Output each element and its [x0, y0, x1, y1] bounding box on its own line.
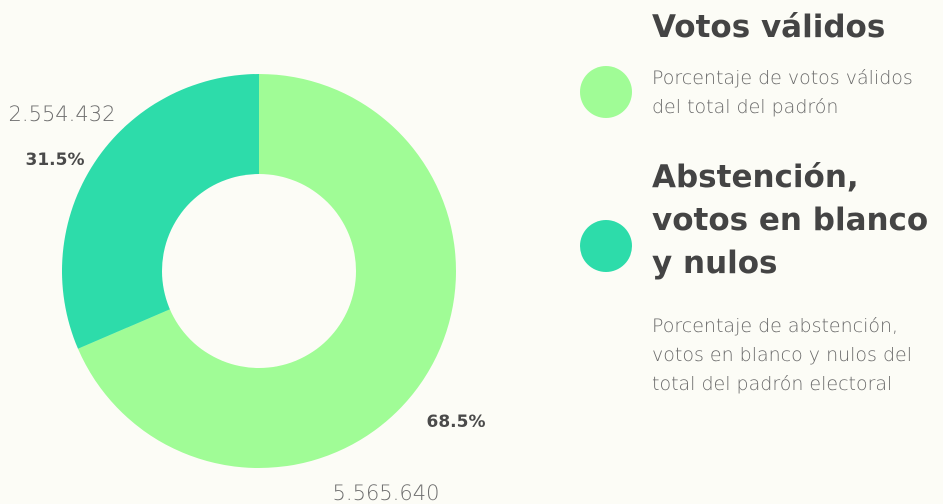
legend-description-votos-validos: Porcentaje de votos válidos del total de…	[652, 67, 913, 118]
slice-value-label-abstencion: 2.554.432	[9, 102, 116, 126]
slice-percent-label-abstencion: 31.5%	[26, 150, 85, 170]
donut-chart: 2.554.432 31.5% 68.5% 5.565.640	[9, 73, 486, 504]
legend-swatch-votos-validos	[580, 66, 632, 118]
donut-hole	[162, 174, 356, 368]
legend-description-abstencion: Porcentaje de abstención, votos en blanc…	[652, 315, 913, 395]
legend-title-abstencion: Abstención, votos en blanco y nulos	[652, 159, 929, 281]
slice-value-label-votos-validos: 5.565.640	[333, 481, 440, 504]
slice-percent-label-votos-validos: 68.5%	[427, 412, 486, 432]
legend-swatch-abstencion	[580, 220, 632, 272]
legend-title-votos-validos: Votos válidos	[652, 9, 886, 45]
legend: Votos válidos Porcentaje de votos válido…	[580, 0, 943, 504]
